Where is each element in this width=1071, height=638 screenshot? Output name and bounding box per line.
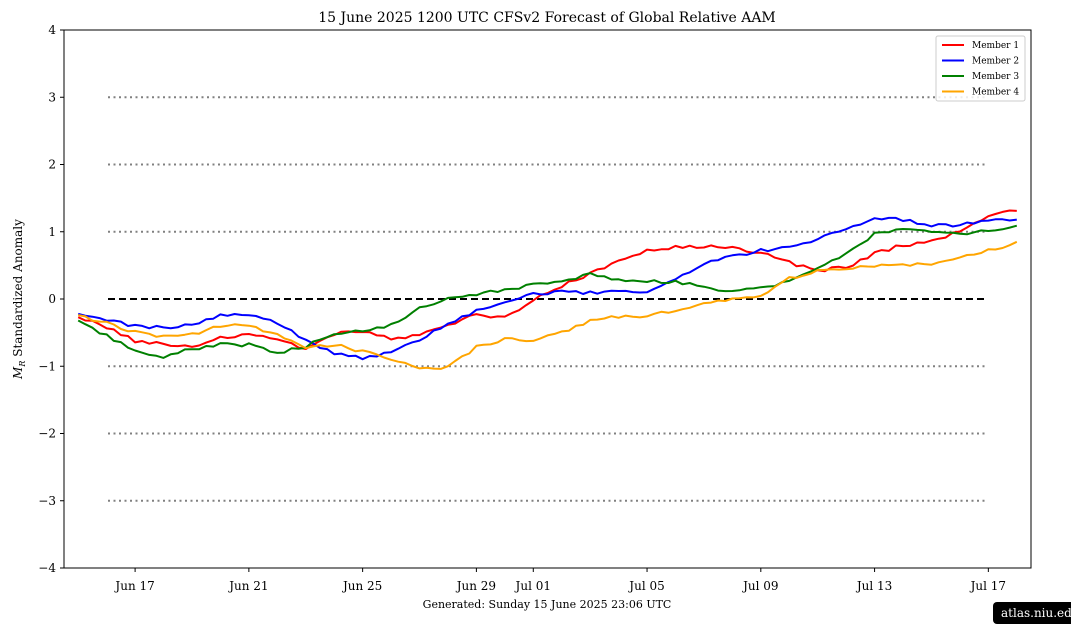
reference-lines xyxy=(108,96,986,502)
y-axis-label-subscript: R xyxy=(18,361,27,368)
legend-box xyxy=(935,35,1026,102)
x-tick-label: Jul 13 xyxy=(855,579,892,593)
legend-label: Member 3 xyxy=(972,72,1019,82)
y-axis-label-symbol: M xyxy=(11,366,25,380)
y-axis-label-text: Standardized Anomaly xyxy=(11,219,25,357)
y-tick-label: −1 xyxy=(38,359,56,373)
legend-label: Member 4 xyxy=(972,88,1019,98)
series-line-member-2 xyxy=(77,216,1017,361)
series-line-member-1 xyxy=(77,209,1017,350)
legend-label: Member 1 xyxy=(972,41,1019,51)
y-tick-label: −3 xyxy=(38,494,56,508)
credit-badge: atlas.niu.edu xyxy=(993,602,1071,624)
generated-timestamp: Generated: Sunday 15 June 2025 23:06 UTC xyxy=(423,598,672,611)
x-tick-label: Jun 17 xyxy=(113,579,154,593)
x-tick-label: Jul 09 xyxy=(741,579,778,593)
x-tick-label: Jul 01 xyxy=(514,579,551,593)
x-tick-label: Jun 29 xyxy=(455,579,496,593)
series-lines xyxy=(77,209,1018,370)
chart-title: 15 June 2025 1200 UTC CFSv2 Forecast of … xyxy=(318,10,776,26)
x-tick-label: Jun 25 xyxy=(341,579,382,593)
y-tick-label: −2 xyxy=(38,427,56,441)
y-tick-label: −4 xyxy=(38,561,56,575)
legend: Member 1 Member 2 Member 3 Member 4 xyxy=(935,35,1026,102)
y-tick-label: 1 xyxy=(48,225,56,239)
x-tick-label: Jul 17 xyxy=(969,579,1006,593)
legend-label: Member 2 xyxy=(972,57,1019,67)
series-line-member-3 xyxy=(77,224,1018,359)
series-line-member-4 xyxy=(78,240,1018,370)
x-tick-label: Jun 21 xyxy=(227,579,268,593)
y-axis-label: MR Standardized Anomaly xyxy=(11,219,27,380)
y-tick-label: 0 xyxy=(48,292,56,306)
x-tick-label: Jul 05 xyxy=(627,579,664,593)
y-tick-label: 2 xyxy=(48,158,56,172)
x-axis: Jun 17 Jun 21 Jun 25 Jun 29 Jul 01 Jul 05 Jul … xyxy=(113,568,1006,593)
y-tick-label: 4 xyxy=(48,23,56,37)
y-axis: −4 −3 −2 −1 0 1 2 3 4 xyxy=(38,23,64,575)
y-tick-label: 3 xyxy=(48,90,56,104)
